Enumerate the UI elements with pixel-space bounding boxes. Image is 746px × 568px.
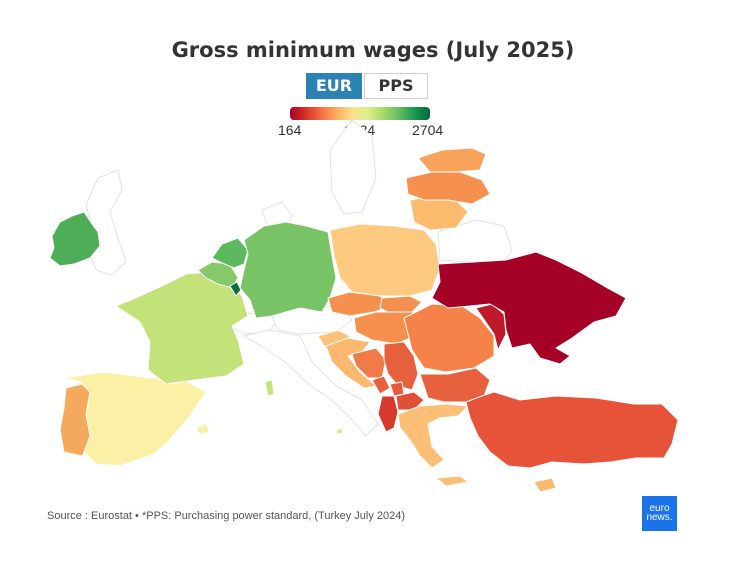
island-crete — [435, 475, 469, 487]
chart-title: Gross minimum wages (July 2025) — [171, 38, 575, 62]
country-croatia[interactable] — [325, 337, 377, 389]
legend-max-label: 2704 — [412, 122, 444, 138]
eur-toggle-button[interactable]: EUR — [306, 73, 362, 99]
island-corsica — [264, 379, 275, 397]
country-estonia[interactable] — [417, 147, 487, 173]
country-greece[interactable] — [397, 403, 469, 469]
island-balearics — [195, 423, 211, 435]
logo-line2: news. — [646, 512, 673, 523]
country-malta[interactable] — [335, 427, 344, 435]
color-scale-legend — [290, 107, 430, 120]
pps-toggle-button[interactable]: PPS — [364, 73, 428, 99]
euronews-logo: euro news. — [642, 496, 677, 531]
legend-min-label: 164 — [278, 122, 302, 138]
country-slovakia[interactable] — [379, 295, 423, 315]
country-uk-nodata — [85, 169, 127, 276]
country-kosovo[interactable] — [389, 381, 405, 397]
currency-toggle: EUR PPS — [306, 73, 428, 99]
country-ireland[interactable] — [49, 211, 101, 267]
country-sweden-nodata — [329, 119, 377, 215]
country-north-macedonia[interactable] — [395, 391, 425, 411]
source-note: Source : Eurostat • *PPS: Purchasing pow… — [47, 510, 406, 522]
country-germany[interactable] — [239, 221, 337, 319]
country-turkey[interactable] — [465, 391, 679, 469]
country-ukraine[interactable] — [431, 251, 627, 365]
country-france[interactable] — [115, 271, 249, 385]
country-serbia[interactable] — [383, 341, 419, 391]
country-luxembourg[interactable] — [229, 281, 242, 297]
country-albania[interactable] — [377, 395, 399, 433]
country-netherlands[interactable] — [211, 237, 249, 269]
country-montenegro[interactable] — [371, 375, 391, 395]
logo-line1: euro — [649, 503, 670, 514]
country-italy-nodata — [243, 329, 379, 437]
country-cyprus[interactable] — [533, 477, 557, 493]
country-belarus-nodata — [437, 219, 513, 263]
country-poland[interactable] — [329, 223, 441, 297]
ireland-shape[interactable] — [49, 211, 101, 267]
